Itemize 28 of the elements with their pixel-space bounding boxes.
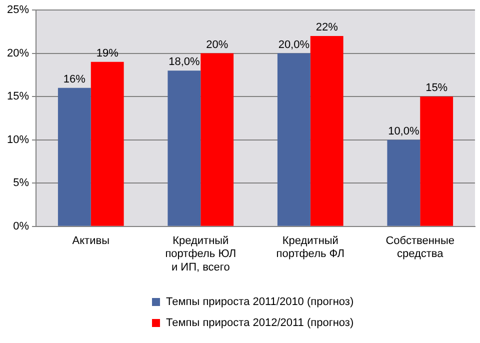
y-tick-label: 15% <box>6 90 30 103</box>
data-label: 22% <box>316 22 338 34</box>
data-label: 18,0% <box>168 56 200 68</box>
bar <box>310 36 344 226</box>
bar <box>277 53 310 226</box>
data-label: 16% <box>63 73 86 86</box>
bar <box>168 70 201 226</box>
bar <box>200 53 234 226</box>
y-tick-label: 10% <box>6 134 30 146</box>
data-label: 19% <box>96 47 119 60</box>
data-label: 10,0% <box>388 125 420 138</box>
y-tick-label: 5% <box>13 177 30 190</box>
y-tick-label: 0% <box>13 220 30 232</box>
x-tick-label: Кредитный портфель ЮЛ и ИП, всего <box>165 235 236 274</box>
bar <box>58 88 91 226</box>
x-tick-label: Собственные средства <box>386 235 455 260</box>
bar <box>387 140 420 226</box>
x-tick-label: Активы <box>72 235 110 248</box>
x-tick-label: Кредитный портфель ФЛ <box>276 235 344 260</box>
bar <box>90 62 124 226</box>
legend-label: Темпы прироста 2011/2010 (прогноз) <box>166 296 354 308</box>
data-label: 20% <box>206 38 228 51</box>
data-label: 15% <box>426 82 448 94</box>
bar <box>420 96 454 226</box>
y-tick-label: 25% <box>6 4 30 16</box>
data-label: 20,0% <box>278 38 310 51</box>
y-tick-label: 20% <box>6 47 30 60</box>
legend-label: Темпы прироста 2012/2011 (прогноз) <box>166 316 354 328</box>
